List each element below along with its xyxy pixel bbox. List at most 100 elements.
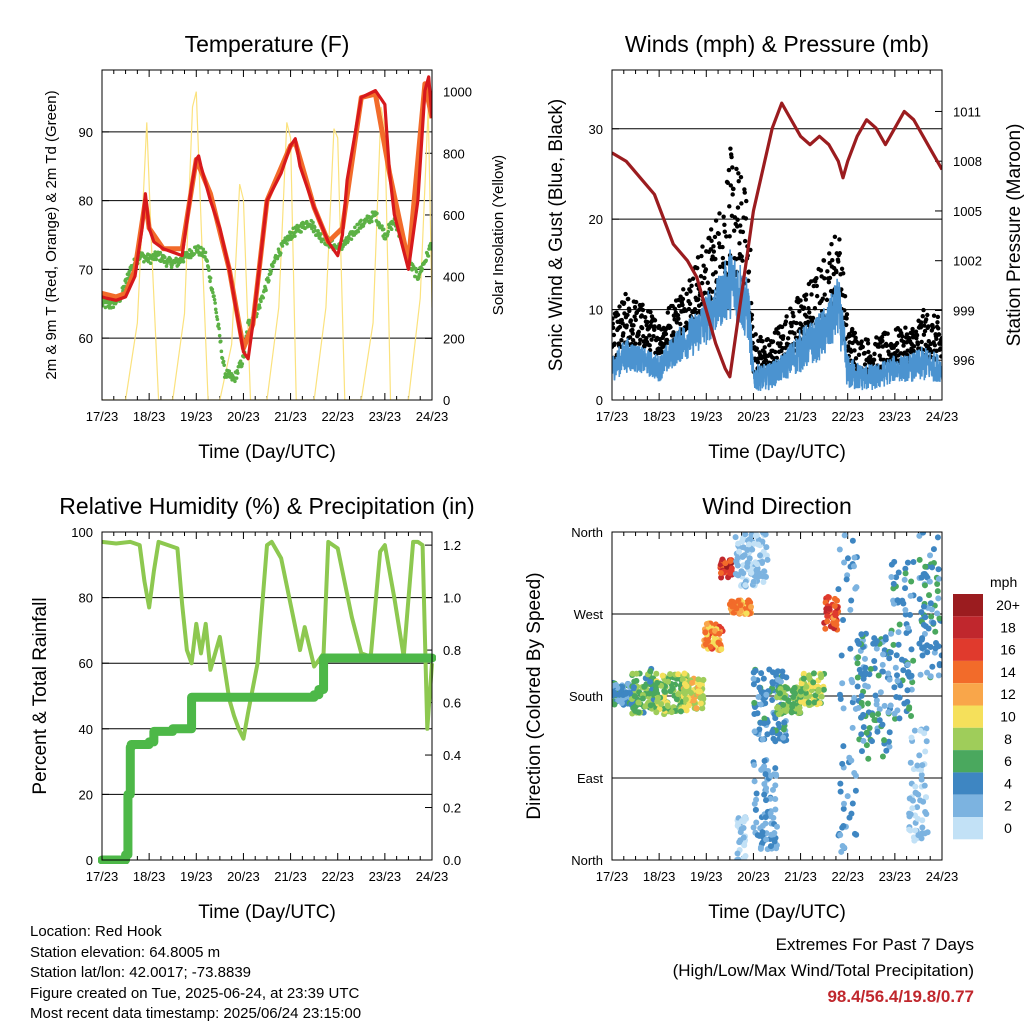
direction-point — [742, 814, 749, 821]
direction-point — [766, 666, 773, 673]
dewpoint-point — [221, 359, 226, 364]
colorbar-label: 16 — [1000, 642, 1016, 658]
dewpoint-point — [359, 218, 363, 223]
gust-point — [695, 255, 701, 260]
direction-point — [613, 682, 620, 689]
dewpoint-point — [278, 251, 283, 255]
gust-point — [898, 351, 904, 356]
direction-point — [755, 541, 762, 548]
direction-point — [879, 661, 886, 668]
gust-point — [738, 223, 743, 228]
gust-point — [686, 306, 692, 312]
direction-point — [824, 613, 831, 620]
dewpoint-point — [211, 290, 215, 295]
direction-point — [880, 651, 887, 658]
y-tick-label: East — [577, 771, 603, 786]
gust-point — [731, 228, 737, 233]
dewpoint-point — [168, 257, 173, 261]
direction-point — [777, 708, 784, 715]
gust-point — [631, 323, 636, 328]
gust-point — [910, 326, 915, 332]
direction-point — [707, 643, 714, 650]
gust-point — [630, 331, 635, 336]
gust-point — [814, 275, 819, 281]
gust-point — [925, 312, 930, 318]
direction-point — [742, 582, 749, 589]
gust-point — [753, 332, 758, 337]
x-tick-label: 21/23 — [274, 869, 307, 884]
gust-point — [675, 313, 681, 318]
x-tick-label: 21/23 — [784, 869, 817, 884]
gust-point — [885, 331, 890, 336]
direction-point — [918, 835, 925, 842]
gust-point — [770, 339, 776, 344]
gust-point — [804, 314, 809, 319]
y-tick-label: 80 — [79, 591, 93, 606]
gust-point — [806, 306, 811, 311]
direction-point — [761, 791, 768, 798]
direction-point — [863, 729, 870, 736]
dewpoint-point — [222, 363, 226, 367]
winds-pressure-panel: Winds (mph) & Pressure (mb) Time (Day/UTC… — [546, 31, 1024, 463]
direction-point — [919, 762, 926, 769]
direction-point — [900, 600, 907, 607]
direction-point — [775, 720, 782, 727]
direction-point — [895, 641, 902, 648]
direction-point — [935, 595, 942, 602]
temperature-panel: Temperature (F) Time (Day/UTC) 17/23 18/23 1… — [43, 31, 507, 463]
direction-point — [851, 554, 858, 561]
gust-point — [810, 315, 816, 321]
direction-point — [757, 844, 764, 851]
direction-point — [744, 546, 751, 553]
gust-point — [856, 352, 862, 357]
dewpoint-point — [201, 247, 206, 252]
gust-point — [713, 218, 719, 223]
dewpoint-point — [240, 362, 245, 366]
direction-point — [895, 569, 902, 576]
gust-point — [638, 337, 643, 343]
gust-point — [628, 318, 634, 323]
direction-point — [926, 592, 933, 599]
direction-point — [856, 666, 863, 673]
colorbar-swatch — [953, 705, 983, 728]
direction-point — [646, 690, 653, 697]
direction-point — [798, 680, 805, 687]
direction-point — [848, 597, 855, 604]
x-tick-label: 23/23 — [879, 869, 912, 884]
direction-point — [800, 670, 807, 677]
direction-point — [761, 757, 768, 764]
gust-point — [840, 271, 846, 276]
direction-point — [673, 696, 680, 703]
direction-point — [764, 556, 771, 563]
direction-point — [872, 692, 879, 699]
gust-point — [788, 306, 793, 311]
direction-point — [911, 837, 918, 844]
x-tick-label: 24/23 — [926, 409, 959, 424]
direction-point — [916, 556, 923, 563]
direction-point — [681, 680, 688, 687]
gust-point — [862, 362, 868, 367]
y-tick-label: 20 — [79, 787, 93, 802]
gust-point — [789, 323, 794, 329]
gust-point — [612, 321, 615, 326]
direction-point — [699, 705, 706, 712]
colorbar-label: 4 — [1004, 775, 1012, 791]
direction-point — [810, 679, 817, 686]
elevation-text: Station elevation: 64.8005 m — [30, 943, 221, 961]
dewpoint-point — [311, 220, 315, 225]
direction-point — [745, 541, 752, 548]
gust-point — [734, 166, 739, 172]
direction-point — [912, 783, 919, 790]
dewpoint-point — [192, 252, 197, 256]
gust-point — [914, 333, 920, 338]
direction-point — [858, 748, 865, 755]
dewpoint-point — [165, 261, 169, 266]
dewpoint-point — [215, 317, 220, 322]
direction-point — [761, 715, 768, 722]
gust-point — [839, 266, 845, 272]
gust-point — [773, 349, 778, 355]
gust-point — [798, 298, 803, 303]
direction-point — [818, 671, 825, 678]
direction-point — [797, 688, 804, 695]
